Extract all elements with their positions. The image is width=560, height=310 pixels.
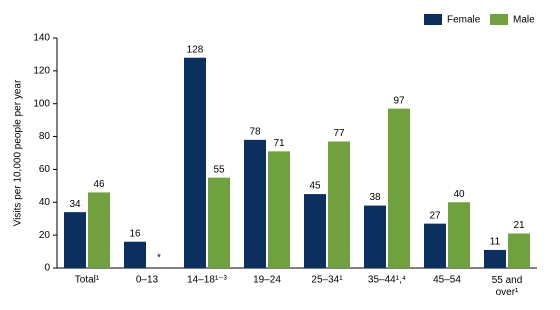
- bar: [64, 212, 86, 268]
- x-tick-label: 19–24: [253, 275, 281, 286]
- value-label: 38: [369, 192, 381, 203]
- x-tick-label: 14–18¹⁻³: [187, 275, 227, 286]
- y-tick-label: 60: [39, 164, 51, 175]
- value-label: 128: [187, 44, 204, 55]
- value-label: 34: [69, 199, 81, 210]
- value-label: 46: [93, 179, 105, 190]
- value-label: *: [157, 253, 161, 264]
- bar: [184, 57, 206, 268]
- x-tick-label: 25–34¹: [311, 275, 343, 286]
- y-axis-label: Visits per 10,000 people per year: [13, 79, 24, 226]
- value-label: 27: [429, 210, 441, 221]
- x-tick-label: 55 and over¹: [492, 275, 523, 298]
- bar: [304, 194, 326, 268]
- y-tick-label: 100: [33, 98, 50, 109]
- y-tick-label: 140: [33, 33, 50, 44]
- bar: [508, 233, 530, 268]
- bar: [424, 223, 446, 268]
- value-label: 11: [490, 237, 501, 248]
- y-tick-label: 120: [33, 65, 50, 76]
- value-label: 55: [213, 164, 225, 175]
- y-tick-label: 0: [44, 263, 50, 274]
- bar: [484, 249, 506, 268]
- bar: [268, 151, 290, 268]
- legend-swatch: [490, 14, 508, 25]
- x-tick-label: 0–13: [136, 275, 159, 286]
- x-tick-label: 45–54: [433, 275, 461, 286]
- bar: [124, 241, 146, 268]
- y-tick-label: 80: [39, 131, 51, 142]
- bar: [208, 177, 230, 268]
- legend-swatch: [424, 14, 442, 25]
- legend-label: Female: [447, 15, 481, 26]
- bar: [364, 205, 386, 268]
- x-tick-label: Total¹: [75, 275, 100, 286]
- bar: [448, 202, 470, 268]
- bar: [328, 141, 350, 268]
- value-label: 45: [309, 181, 321, 192]
- value-label: 71: [273, 138, 285, 149]
- value-label: 77: [333, 128, 345, 139]
- value-label: 78: [249, 126, 261, 137]
- y-tick-label: 20: [39, 230, 51, 241]
- bar: [88, 192, 110, 268]
- value-label: 16: [129, 228, 141, 239]
- value-label: 97: [393, 95, 405, 106]
- value-label: 40: [453, 189, 465, 200]
- bar: [388, 108, 410, 269]
- y-tick-label: 40: [39, 197, 51, 208]
- bar: [244, 139, 266, 268]
- value-label: 21: [513, 220, 525, 231]
- legend-label: Male: [513, 15, 535, 26]
- x-tick-label: 35–44¹,⁴: [368, 275, 406, 286]
